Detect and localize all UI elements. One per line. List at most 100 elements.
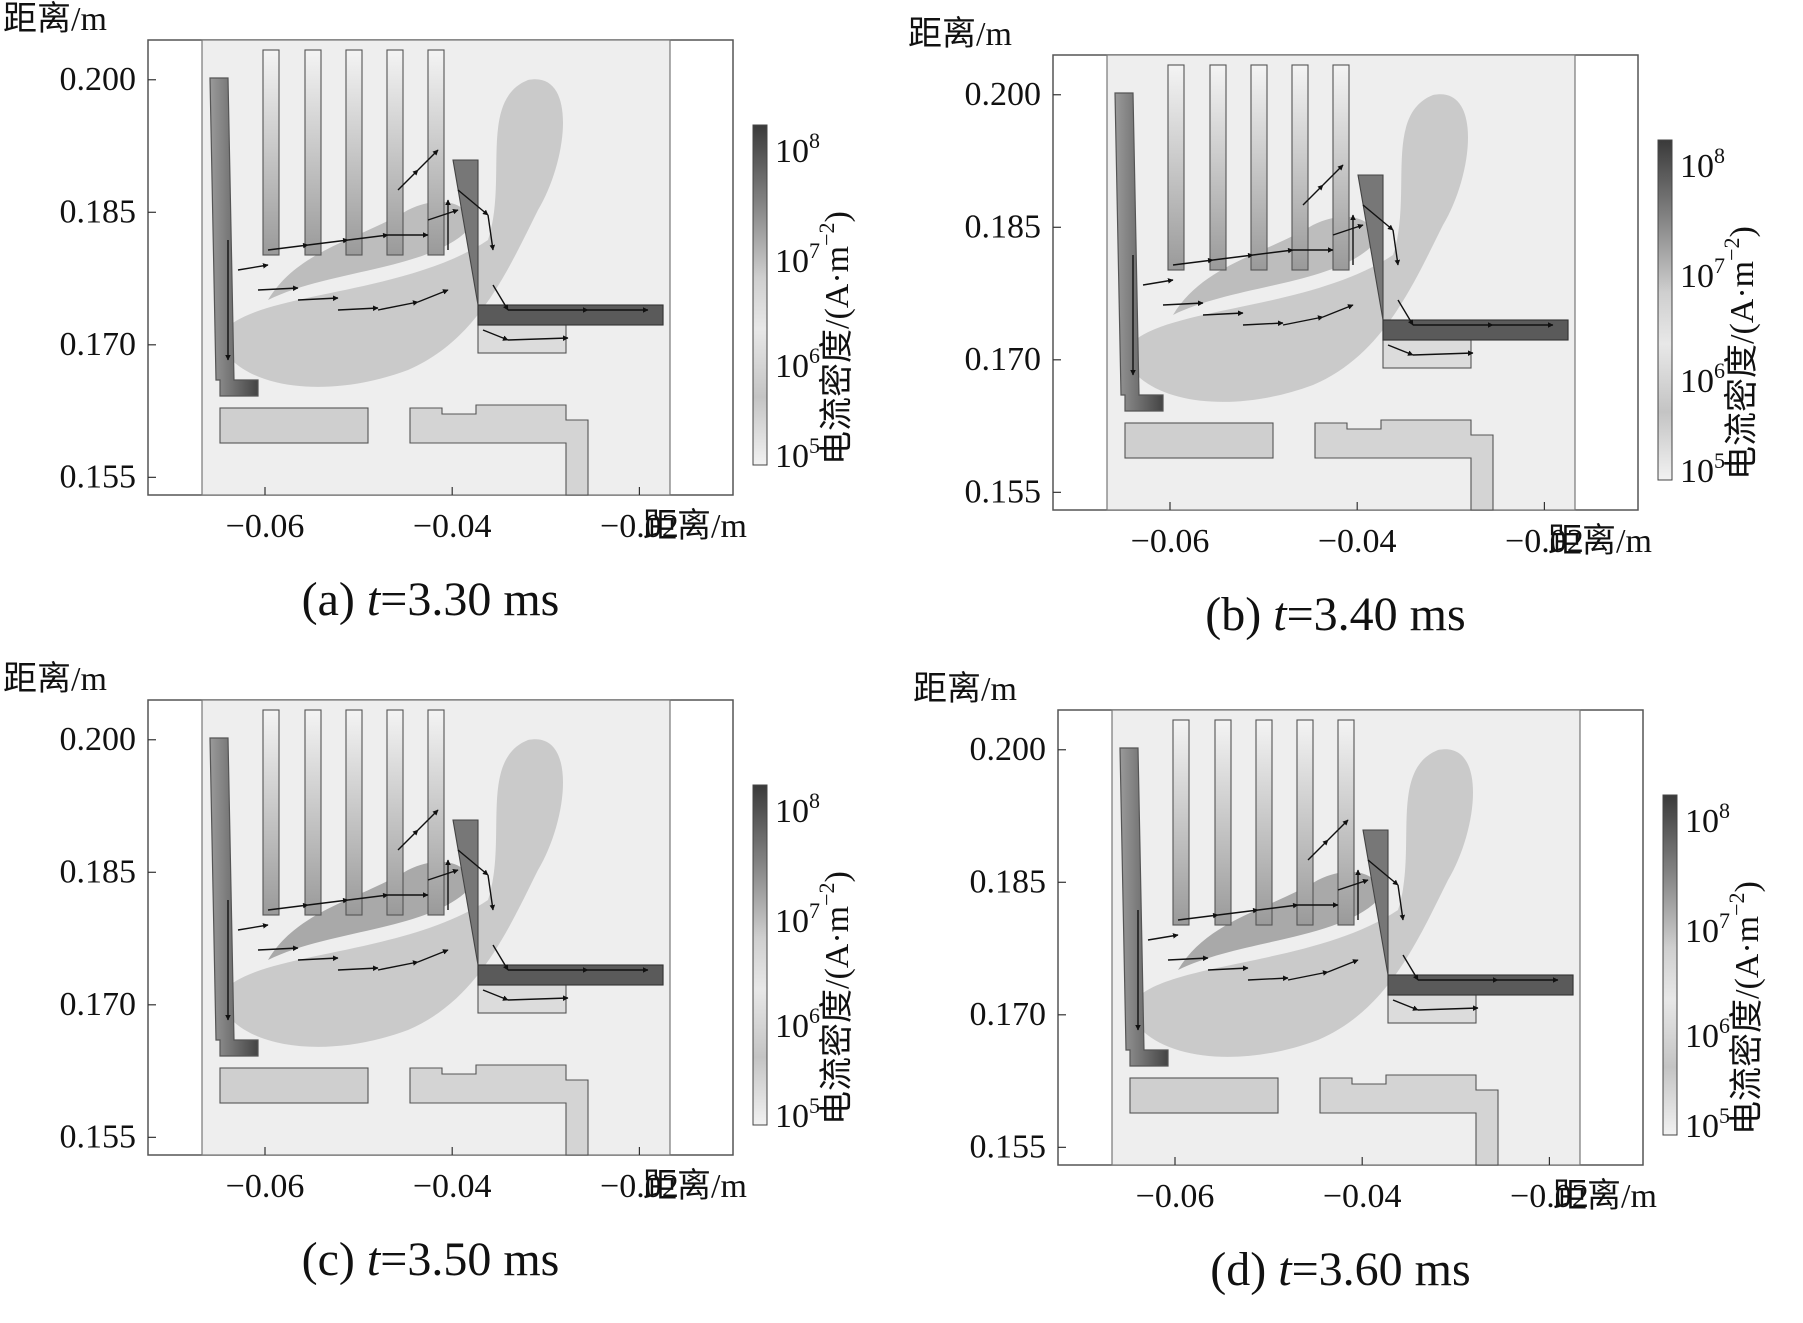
current-arrow bbox=[417, 949, 449, 963]
y-tick-label: 0.170 bbox=[60, 986, 137, 1023]
current-arrow bbox=[1302, 184, 1324, 206]
colorbar-tick-label: 108 bbox=[775, 128, 820, 170]
x-tick-label: −0.02 bbox=[600, 508, 679, 545]
current-arrow bbox=[1287, 970, 1329, 981]
x-tick-label: −0.02 bbox=[600, 1168, 679, 1205]
current-arrow bbox=[1322, 164, 1344, 186]
arc-core bbox=[1173, 216, 1375, 315]
current-arrow bbox=[1252, 247, 1294, 256]
colorbar-tick-label: 108 bbox=[1680, 143, 1725, 185]
current-arrow bbox=[377, 960, 419, 971]
current-arrow bbox=[257, 285, 299, 292]
current-arrow bbox=[1397, 884, 1406, 921]
y-tick-label: 0.185 bbox=[60, 853, 137, 890]
colorbar-tick-label: 107 bbox=[1685, 908, 1730, 950]
colorbar-tick-label: 105 bbox=[775, 1093, 820, 1135]
y-axis-label: 距离/m bbox=[3, 660, 107, 698]
current-arrow bbox=[427, 208, 459, 221]
splitter-plate bbox=[386, 49, 404, 256]
current-arrow bbox=[1417, 1005, 1479, 1011]
current-arrow bbox=[1362, 204, 1394, 231]
arc-core bbox=[1178, 871, 1380, 970]
y-tick-label: 0.200 bbox=[60, 721, 137, 758]
current-arrow bbox=[1242, 320, 1284, 327]
y-tick-label: 0.185 bbox=[965, 208, 1042, 245]
right-contact-bar bbox=[477, 304, 664, 326]
arc-plume bbox=[218, 79, 563, 387]
y-tick-label: 0.155 bbox=[60, 458, 137, 495]
current-arrow bbox=[1392, 999, 1419, 1011]
y-tick-label: 0.185 bbox=[970, 863, 1047, 900]
splitter-plate bbox=[1296, 719, 1314, 926]
current-arrow bbox=[1367, 859, 1399, 886]
colorbar bbox=[1662, 794, 1678, 1136]
splitter-plate bbox=[1172, 719, 1190, 926]
current-arrow bbox=[1402, 954, 1419, 981]
colorbar-label: 电流密度/(A·m−2) bbox=[814, 211, 856, 465]
splitter-plate bbox=[1209, 64, 1227, 271]
x-axis-label: 距离/m bbox=[643, 1167, 747, 1205]
colorbar bbox=[752, 784, 768, 1126]
panel-caption: (a) t=3.30 ms bbox=[302, 573, 560, 626]
x-tick-label: −0.02 bbox=[1510, 1178, 1589, 1215]
left-contact bbox=[1114, 92, 1164, 412]
arc-plume bbox=[1123, 94, 1468, 402]
current-arrow bbox=[1207, 965, 1249, 972]
current-arrow bbox=[1177, 912, 1219, 921]
bottom-block-left bbox=[219, 407, 369, 444]
current-arrow bbox=[257, 945, 299, 952]
x-axis-label: 距离/m bbox=[1548, 522, 1652, 560]
current-arrow bbox=[492, 944, 509, 971]
current-arrow bbox=[1142, 278, 1174, 286]
colorbar bbox=[752, 124, 768, 466]
current-arrow bbox=[1387, 344, 1414, 356]
current-arrow bbox=[507, 995, 569, 1001]
current-arrow bbox=[507, 335, 569, 341]
x-tick-label: −0.06 bbox=[226, 508, 305, 545]
current-arrow bbox=[267, 242, 309, 251]
current-arrow bbox=[1282, 315, 1324, 326]
y-axis-label: 距离/m bbox=[913, 670, 1017, 708]
colorbar-label: 电流密度/(A·m−2) bbox=[814, 871, 856, 1125]
y-tick-label: 0.170 bbox=[970, 996, 1047, 1033]
current-arrow bbox=[347, 232, 389, 241]
left-contact bbox=[209, 77, 259, 397]
right-contact-bar bbox=[1382, 319, 1569, 341]
splitter-plate bbox=[304, 709, 322, 916]
x-tick-label: −0.06 bbox=[1131, 523, 1210, 560]
colorbar-tick-label: 106 bbox=[1680, 358, 1725, 400]
x-tick-label: −0.06 bbox=[226, 1168, 305, 1205]
current-arrow bbox=[297, 295, 339, 302]
current-arrow bbox=[337, 305, 379, 312]
current-arrow bbox=[457, 849, 489, 876]
current-arrow bbox=[267, 902, 309, 911]
colorbar-tick-label: 105 bbox=[1680, 448, 1725, 490]
colorbar-label: 电流密度/(A·m−2) bbox=[1719, 226, 1761, 480]
colorbar-tick-label: 106 bbox=[1685, 1013, 1730, 1055]
bottom-block-right bbox=[409, 404, 589, 496]
y-tick-label: 0.155 bbox=[970, 1128, 1047, 1165]
current-arrow bbox=[1332, 223, 1364, 236]
current-arrow bbox=[377, 300, 419, 311]
splitter-plate bbox=[1250, 64, 1268, 271]
current-arrow bbox=[1247, 975, 1289, 982]
colorbar-tick-label: 107 bbox=[775, 238, 820, 280]
current-arrow bbox=[237, 263, 269, 271]
current-arrow bbox=[457, 189, 489, 216]
splitter-plate bbox=[304, 49, 322, 256]
current-arrow bbox=[1322, 304, 1354, 318]
splitter-plate bbox=[345, 709, 363, 916]
current-arrow bbox=[427, 868, 459, 881]
splitter-plate bbox=[262, 49, 280, 256]
splitter-plate bbox=[1214, 719, 1232, 926]
current-arrow bbox=[1397, 299, 1414, 326]
current-arrow bbox=[417, 289, 449, 303]
arc-plume bbox=[218, 739, 563, 1047]
current-arrow bbox=[1337, 878, 1369, 891]
x-tick-label: −0.04 bbox=[413, 1168, 492, 1205]
right-contact-bar bbox=[1387, 974, 1574, 996]
current-arrow bbox=[337, 965, 379, 972]
